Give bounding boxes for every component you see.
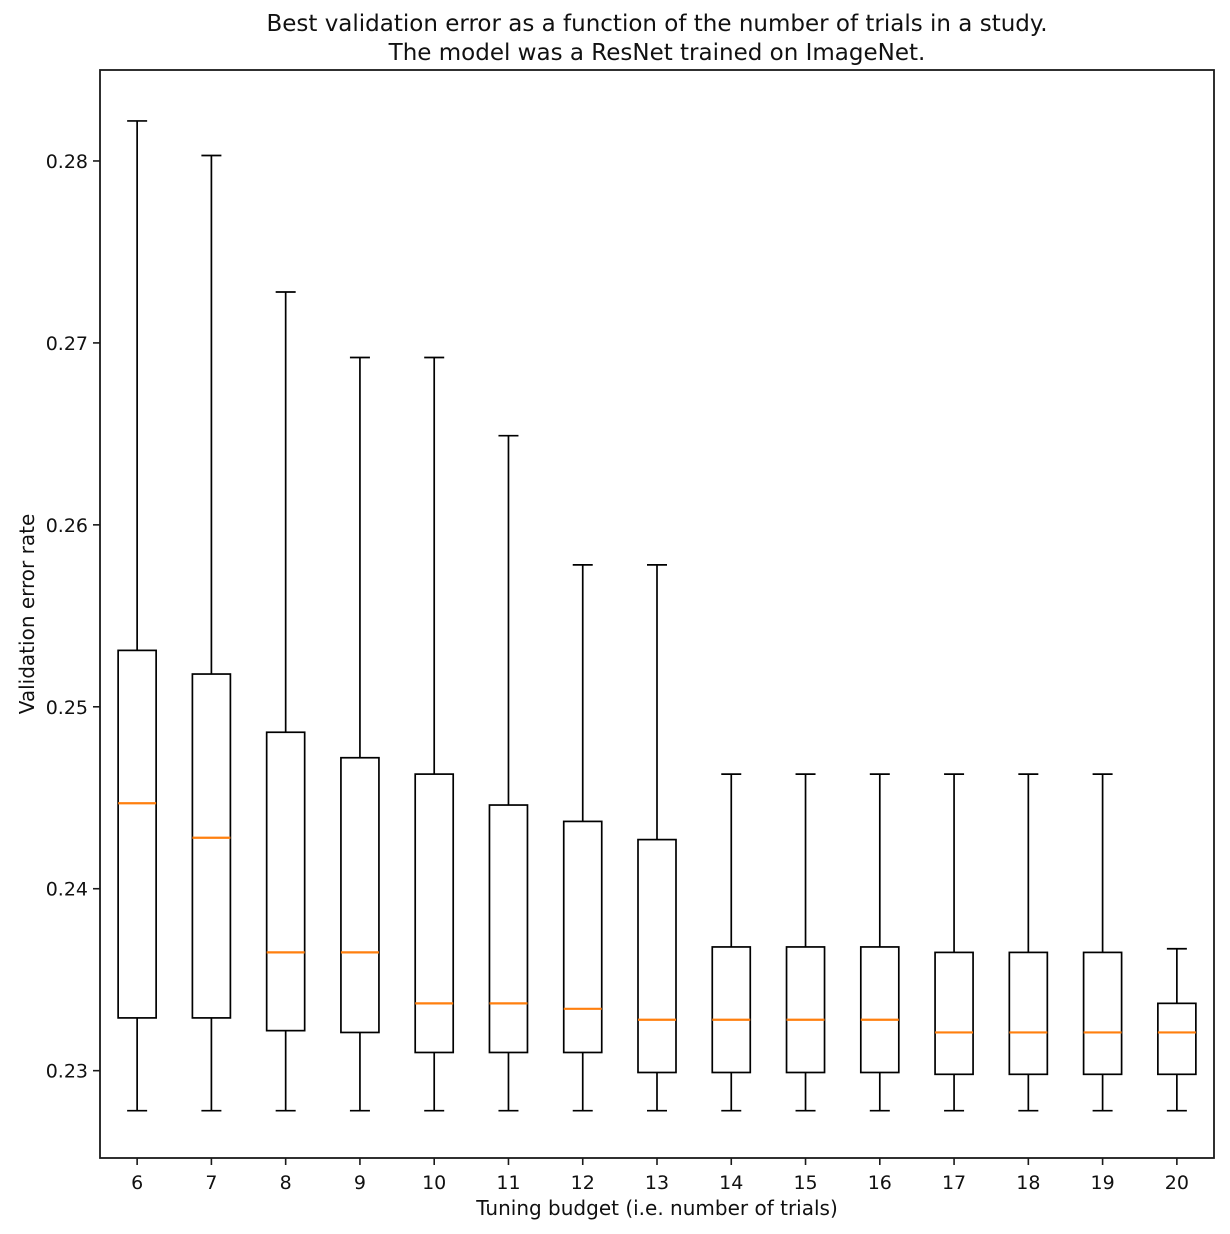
x-tick-label: 8 <box>280 1172 292 1194</box>
boxplot-trial-8 <box>265 291 306 1112</box>
x-tick-label: 17 <box>942 1172 966 1194</box>
iqr-box <box>340 756 380 1034</box>
iqr-box <box>191 673 232 1019</box>
chart-title-line1: Best validation error as a function of t… <box>266 11 1048 37</box>
y-tick-label: 0.28 <box>46 151 88 173</box>
x-tick-label: 14 <box>719 1172 743 1194</box>
boxplot-trial-12 <box>562 564 603 1112</box>
boxplot-trial-13 <box>637 564 677 1112</box>
iqr-box <box>1082 951 1123 1076</box>
boxplot-trial-14 <box>711 773 752 1112</box>
iqr-box <box>265 731 306 1032</box>
x-tick-label: 10 <box>422 1172 446 1194</box>
boxplot-trial-16 <box>859 773 900 1112</box>
x-tick-label: 16 <box>868 1172 892 1194</box>
y-tick-label: 0.23 <box>46 1061 88 1083</box>
boxplot-trial-6 <box>117 120 157 1112</box>
boxplot-trial-17 <box>934 773 974 1112</box>
iqr-box <box>117 649 157 1019</box>
iqr-box <box>488 804 529 1054</box>
iqr-box <box>414 773 455 1054</box>
x-tick-label: 7 <box>205 1172 217 1194</box>
boxplot-trial-18 <box>1008 773 1049 1112</box>
iqr-box <box>1157 1002 1197 1076</box>
chart-title: Best validation error as a function of t… <box>266 10 1047 68</box>
iqr-box <box>785 946 826 1074</box>
boxplot-trial-11 <box>488 434 529 1112</box>
y-tick-label: 0.24 <box>46 879 88 901</box>
x-tick-label: 13 <box>645 1172 669 1194</box>
x-tick-label: 12 <box>571 1172 595 1194</box>
y-tick-label: 0.27 <box>46 333 88 355</box>
boxplot-trial-10 <box>414 356 455 1112</box>
boxplot-trial-20 <box>1157 947 1197 1112</box>
iqr-box <box>859 946 900 1074</box>
x-tick-label: 18 <box>1016 1172 1040 1194</box>
iqr-box <box>1008 951 1049 1076</box>
x-tick-label: 15 <box>793 1172 817 1194</box>
boxplot-trial-15 <box>785 773 826 1112</box>
y-tick-label: 0.26 <box>46 515 88 537</box>
x-axis-label: Tuning budget (i.e. number of trials) <box>476 1196 838 1220</box>
iqr-box <box>711 946 752 1074</box>
x-tick-label: 9 <box>354 1172 366 1194</box>
y-axis-label: Validation error rate <box>15 513 39 715</box>
boxplot-trial-19 <box>1082 773 1123 1112</box>
iqr-box <box>562 820 603 1054</box>
boxplot-trial-9 <box>340 356 380 1112</box>
x-tick-label: 20 <box>1165 1172 1189 1194</box>
x-tick-label: 11 <box>496 1172 520 1194</box>
x-tick-label: 19 <box>1091 1172 1115 1194</box>
x-tick-label: 6 <box>131 1172 143 1194</box>
y-tick-label: 0.25 <box>46 697 88 719</box>
iqr-box <box>637 838 677 1074</box>
chart-title-line2: The model was a ResNet trained on ImageN… <box>388 40 926 66</box>
iqr-box <box>934 951 974 1076</box>
boxplot-trial-7 <box>191 154 232 1112</box>
